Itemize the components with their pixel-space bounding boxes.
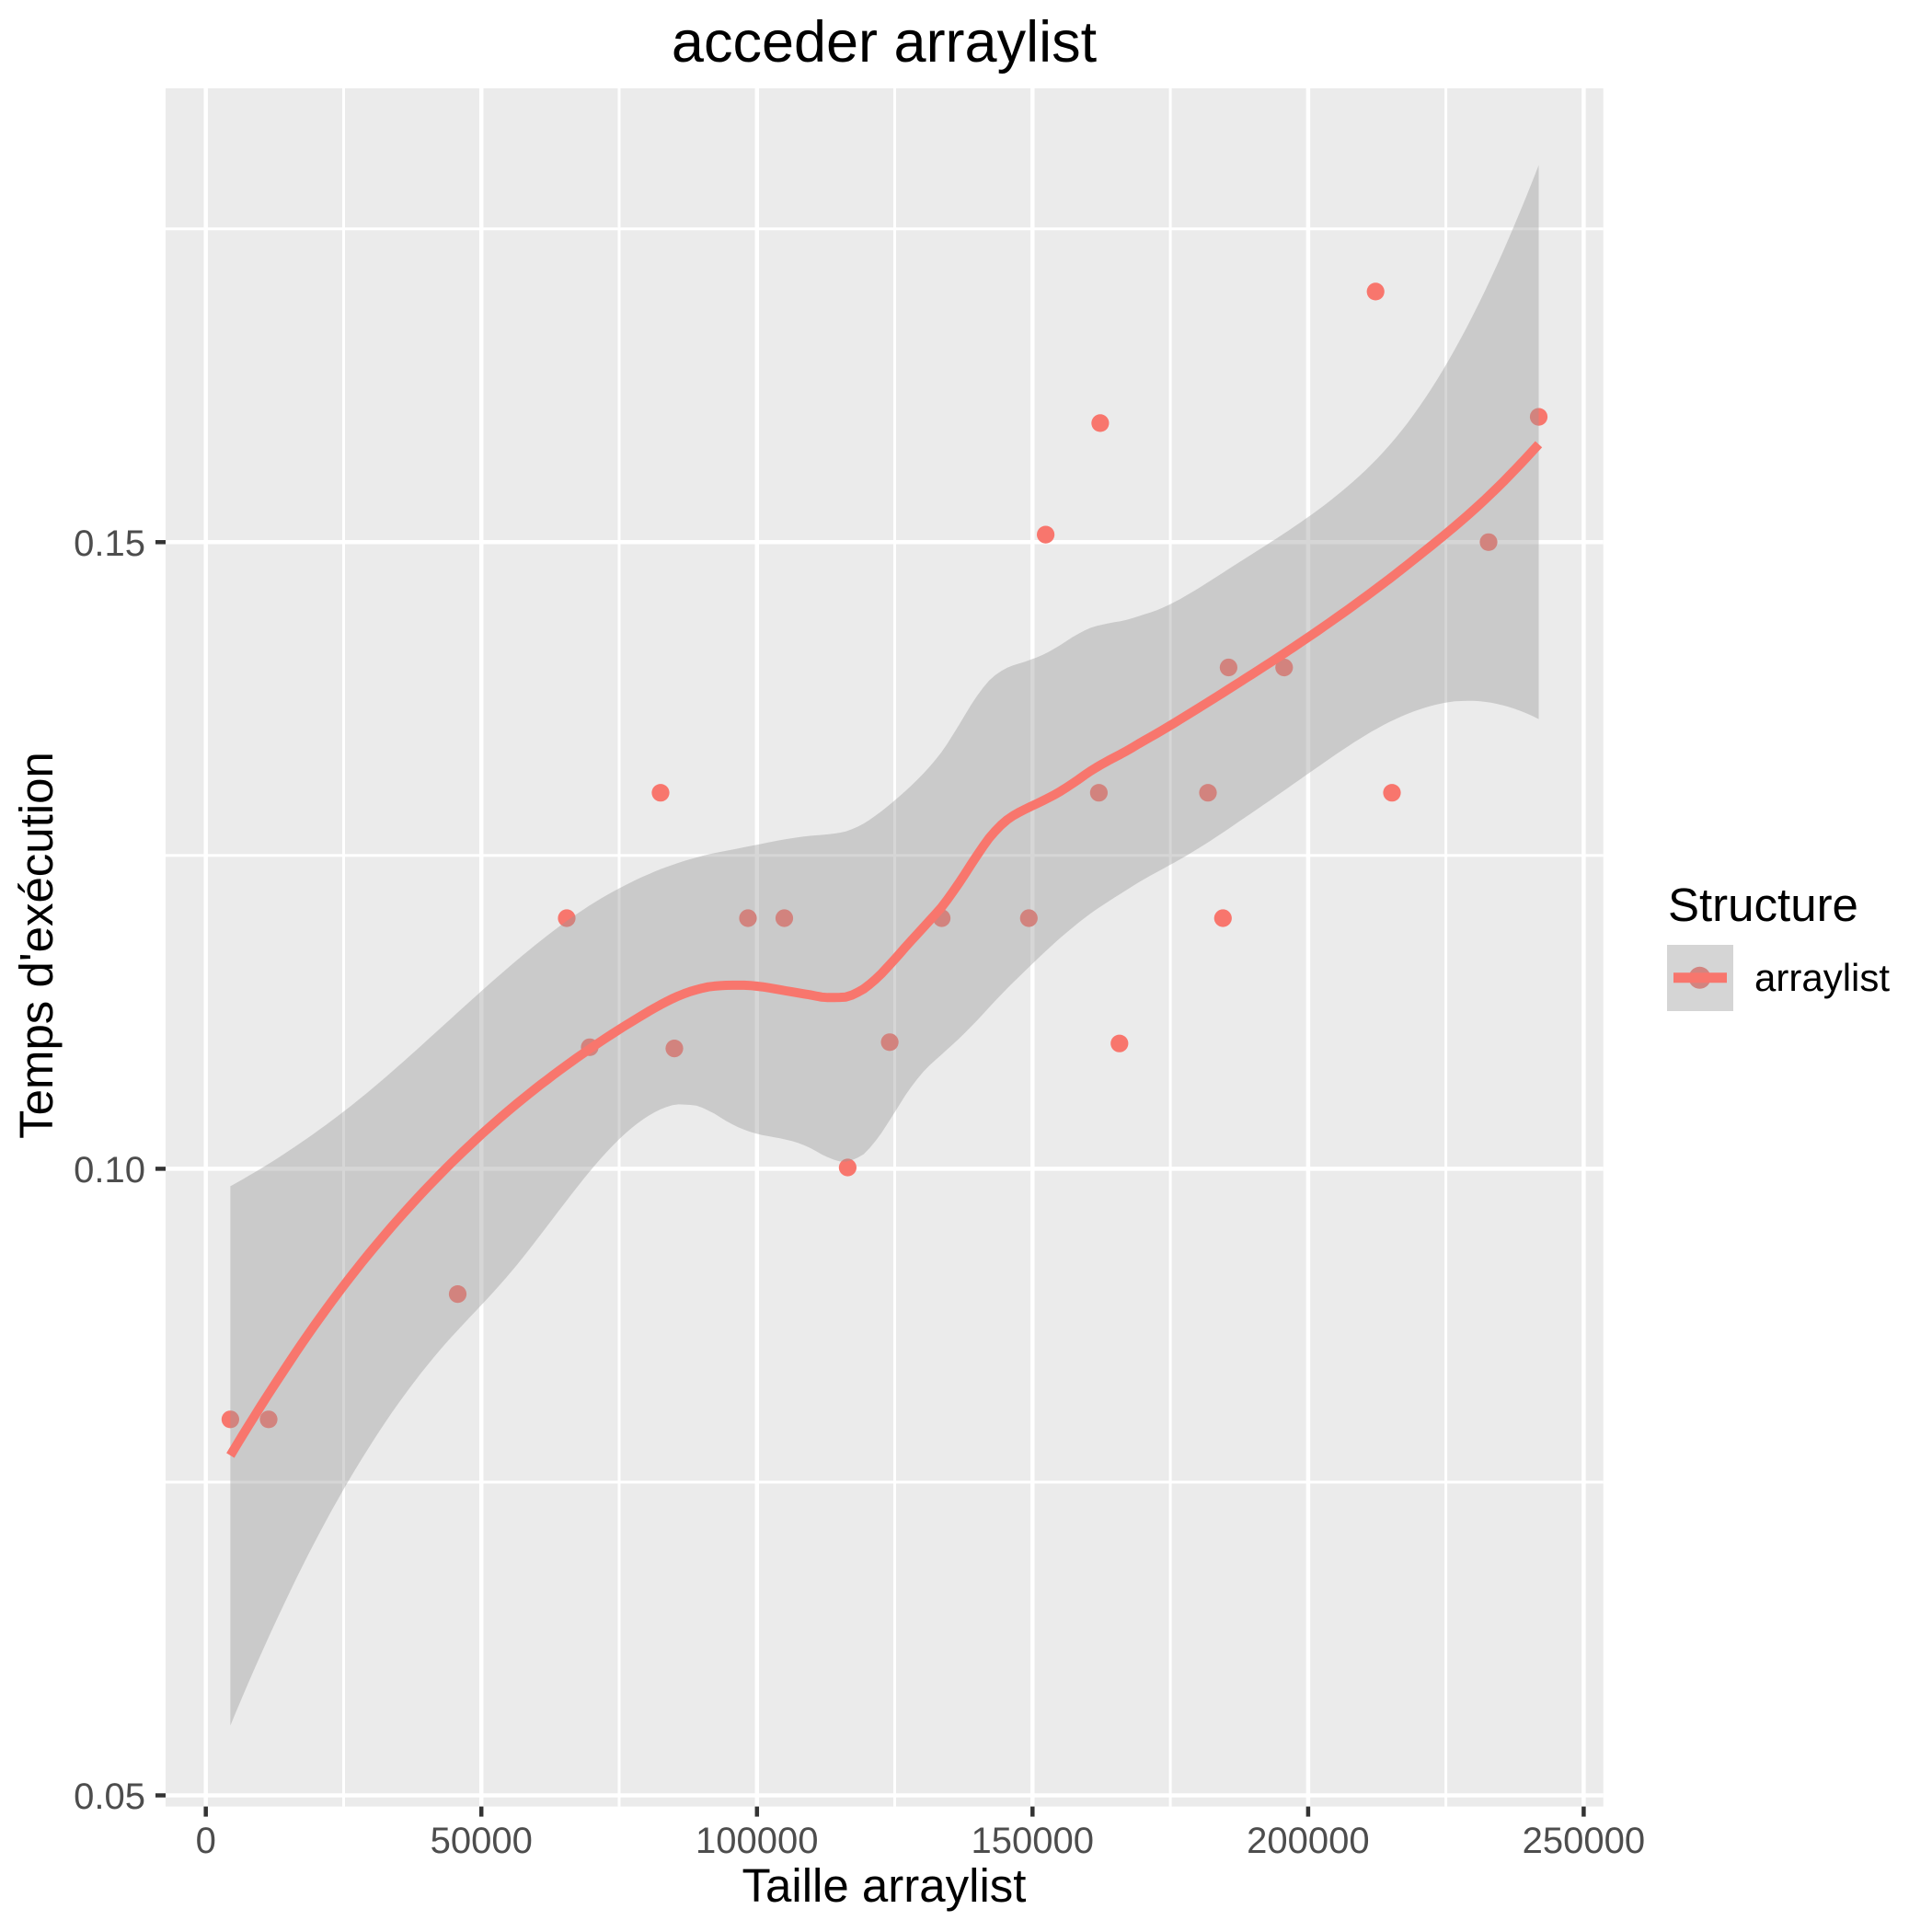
svg-text:0: 0: [196, 1821, 216, 1861]
svg-text:0.10: 0.10: [74, 1150, 145, 1190]
svg-text:150000: 150000: [972, 1821, 1094, 1861]
svg-text:acceder arraylist: acceder arraylist: [672, 10, 1098, 75]
svg-text:Temps d'exécution: Temps d'exécution: [10, 752, 63, 1139]
svg-text:0.05: 0.05: [74, 1777, 145, 1817]
svg-text:200000: 200000: [1247, 1821, 1369, 1861]
svg-text:Taille arraylist: Taille arraylist: [742, 1859, 1027, 1912]
svg-text:250000: 250000: [1523, 1821, 1645, 1861]
svg-text:Structure: Structure: [1668, 879, 1858, 931]
svg-text:arraylist: arraylist: [1754, 956, 1890, 999]
svg-text:50000: 50000: [431, 1821, 533, 1861]
svg-text:100000: 100000: [696, 1821, 818, 1861]
svg-text:0.15: 0.15: [74, 523, 145, 564]
